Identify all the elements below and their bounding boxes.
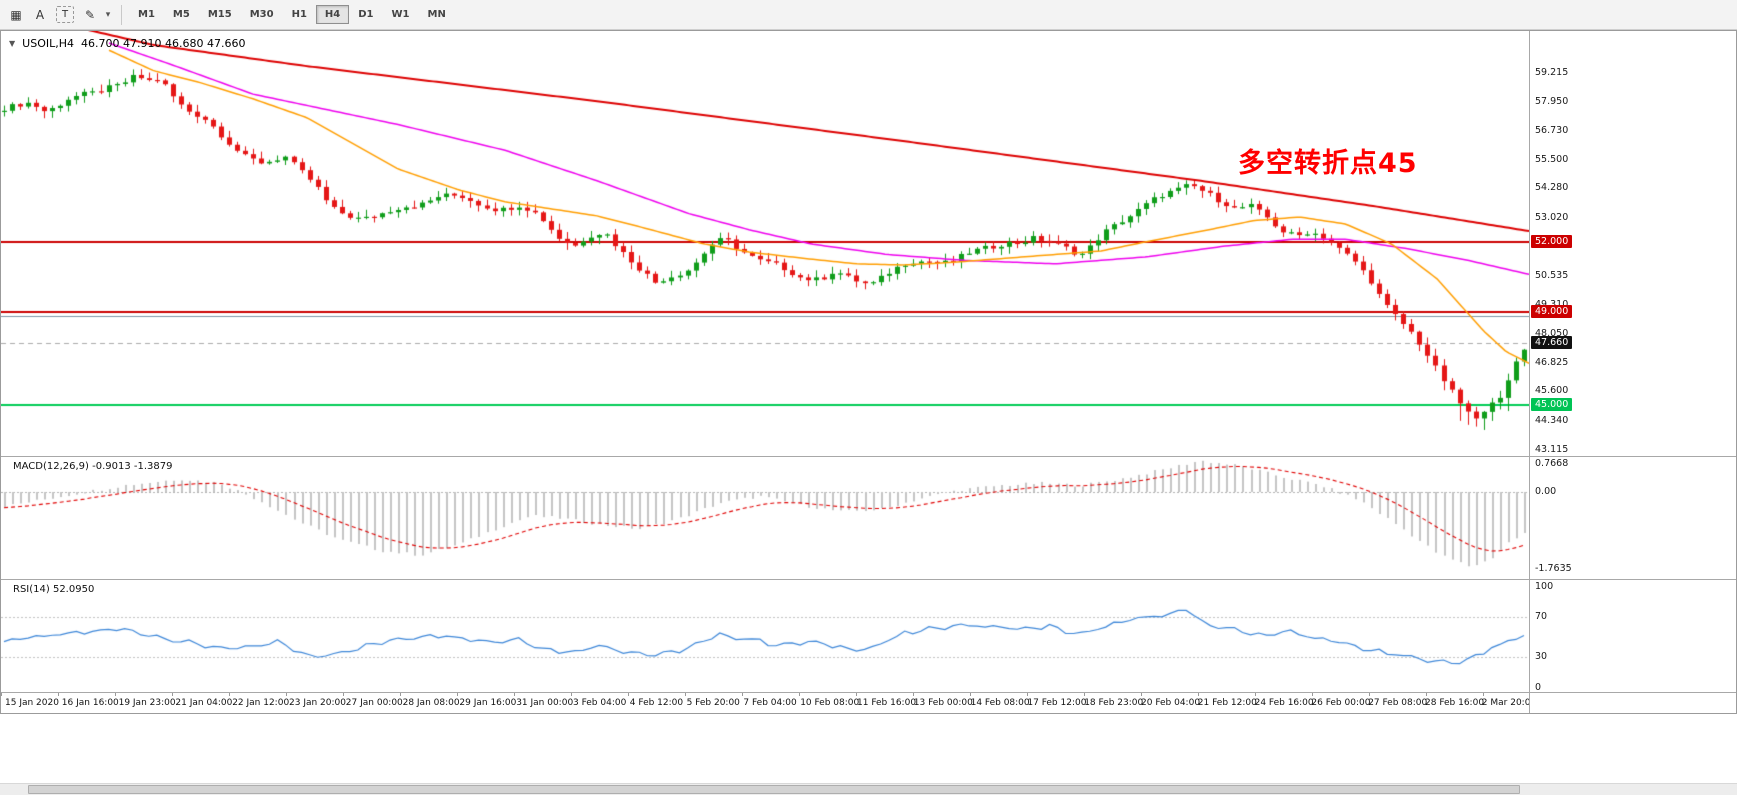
rsi-indicator-canvas[interactable] (1, 580, 1529, 692)
time-axis-label: 27 Feb 08:00 (1368, 698, 1428, 708)
toolbar: ▦ A T ✎ ▾ M1 M5 M15 M30 H1 H4 D1 W1 MN (0, 0, 1737, 30)
price-axis-label: 45.600 (1535, 385, 1569, 397)
time-axis-label: 24 Feb 16:00 (1254, 698, 1314, 708)
price-axis-label: 46.825 (1535, 356, 1569, 368)
timeframe-button-h1[interactable]: H1 (291, 9, 307, 20)
rsi-axis-label: 0 (1535, 682, 1542, 693)
price-level-badge: 47.660 (1531, 336, 1573, 350)
macd-indicator-canvas[interactable] (1, 457, 1529, 579)
macd-axis-label: 0.7668 (1535, 458, 1569, 469)
timeframe-button-w1[interactable]: W1 (391, 9, 410, 20)
time-axis-label: 27 Jan 00:00 (345, 698, 403, 708)
price-axis-label: 48.050 (1535, 328, 1569, 340)
time-axis-label: 26 Feb 00:00 (1311, 698, 1371, 708)
price-axis-label: 55.500 (1535, 153, 1569, 165)
timeframe-button-h4[interactable]: H4 (315, 5, 350, 24)
time-axis-label: 14 Feb 08:00 (970, 698, 1030, 708)
horizontal-scrollbar[interactable] (0, 783, 1737, 795)
time-axis-label: 28 Feb 16:00 (1425, 698, 1485, 708)
rsi-label: RSI(14) 52.0950 (13, 584, 95, 595)
rsi-axis-label: 100 (1535, 581, 1554, 592)
price-level-badge: 45.000 (1531, 398, 1573, 412)
symbol-ohlc-line: ▼ USOIL,H4 46.700 47.910 46.680 47.660 (9, 37, 245, 50)
timeframe-button-d1[interactable]: D1 (358, 9, 374, 20)
time-axis-label: 3 Feb 04:00 (573, 698, 627, 708)
price-level-badge: 52.000 (1531, 234, 1573, 248)
draw-tool-icon[interactable]: ✎ (84, 7, 96, 22)
price-scale[interactable]: 59.21557.95056.73055.50054.28053.02051.7… (1530, 31, 1736, 713)
cursor-tool-icon[interactable]: A (35, 7, 45, 22)
timeframe-button-m15[interactable]: M15 (207, 9, 232, 20)
time-axis-label: 29 Jan 16:00 (459, 698, 517, 708)
timeframe-button-mn[interactable]: MN (427, 9, 446, 20)
macd-axis-label: 0.00 (1535, 486, 1557, 497)
timeframe-button-group: M1 M5 M15 M30 H1 H4 D1 W1 MN (129, 5, 455, 24)
time-axis-label: 4 Feb 12:00 (629, 698, 684, 708)
time-axis-label: 21 Jan 04:00 (175, 698, 233, 708)
time-axis-label: 15 Jan 2020 (5, 698, 59, 708)
chart-objects-icon[interactable]: ▦ (10, 7, 22, 22)
macd-axis-label: -1.7635 (1535, 562, 1572, 574)
chart-window: ▼ USOIL,H4 46.700 47.910 46.680 47.660 多… (0, 30, 1737, 714)
rsi-axis-label: 30 (1535, 651, 1548, 663)
price-axis-label: 43.115 (1535, 443, 1569, 455)
time-axis-label: 20 Feb 04:00 (1141, 698, 1201, 708)
timeframe-button-m1[interactable]: M1 (138, 9, 155, 20)
text-tool-icon[interactable]: T (56, 6, 74, 23)
time-axis-label: 5 Feb 20:00 (686, 698, 740, 708)
symbol-label: USOIL,H4 (22, 37, 74, 50)
price-axis-label: 59.215 (1535, 66, 1569, 78)
toolbar-separator (121, 4, 122, 25)
time-axis-label: 22 Jan 12:00 (232, 698, 290, 708)
scrollbar-thumb[interactable] (28, 785, 1520, 794)
time-axis-label: 13 Feb 00:00 (913, 698, 973, 708)
time-axis[interactable]: 15 Jan 2020 16 Jan 16:00 19 Jan 23:00 21 Ja… (1, 693, 1529, 713)
annotation-text: 多空转折点45 (1238, 148, 1418, 179)
time-axis-label: 28 Jan 08:00 (402, 698, 460, 708)
price-axis-border (1529, 31, 1530, 713)
ohlc-values: 46.700 47.910 46.680 47.660 (81, 37, 246, 50)
price-axis-label: 49.310 (1535, 299, 1568, 311)
price-axis-label: 53.020 (1535, 211, 1569, 223)
time-axis-label: 18 Feb 23:00 (1084, 698, 1144, 708)
panel-divider (1, 692, 1736, 693)
price-axis-label: 54.280 (1535, 182, 1569, 194)
price-chart-canvas[interactable] (1, 31, 1529, 456)
time-axis-label: 7 Feb 04:00 (743, 698, 797, 708)
price-level-badge: 49.000 (1531, 304, 1573, 318)
draw-tool-dropdown-icon[interactable]: ▾ (105, 9, 111, 20)
time-axis-label: 11 Feb 16:00 (857, 698, 917, 708)
timeframe-button-m5[interactable]: M5 (172, 9, 190, 20)
time-axis-label: 21 Feb 12:00 (1197, 698, 1257, 708)
price-axis-label: 56.730 (1535, 124, 1569, 136)
panel-divider[interactable] (1, 579, 1736, 580)
time-axis-label: 16 Jan 16:00 (61, 698, 119, 708)
price-axis-label: 50.535 (1535, 269, 1569, 281)
macd-label: MACD(12,26,9) -0.9013 -1.3879 (13, 461, 173, 472)
time-axis-label: 31 Jan 00:00 (516, 698, 574, 708)
price-axis-label: 44.340 (1535, 414, 1569, 426)
time-axis-label: 23 Jan 20:00 (289, 698, 346, 708)
time-axis-label: 19 Jan 23:00 (118, 698, 176, 708)
rsi-axis-label: 70 (1535, 610, 1548, 622)
panel-divider[interactable] (1, 456, 1736, 457)
time-axis-label: 17 Feb 12:00 (1027, 698, 1087, 708)
tool-icon-group: ▦ A T ✎ ▾ (4, 3, 114, 27)
time-axis-label: 2 Mar 20:00 (1481, 698, 1529, 708)
collapse-arrow-icon[interactable]: ▼ (9, 39, 16, 48)
time-axis-ticks (1, 693, 1529, 696)
time-axis-label: 10 Feb 08:00 (800, 698, 860, 708)
price-axis-label: 57.950 (1535, 96, 1569, 108)
timeframe-button-m30[interactable]: M30 (249, 9, 274, 20)
